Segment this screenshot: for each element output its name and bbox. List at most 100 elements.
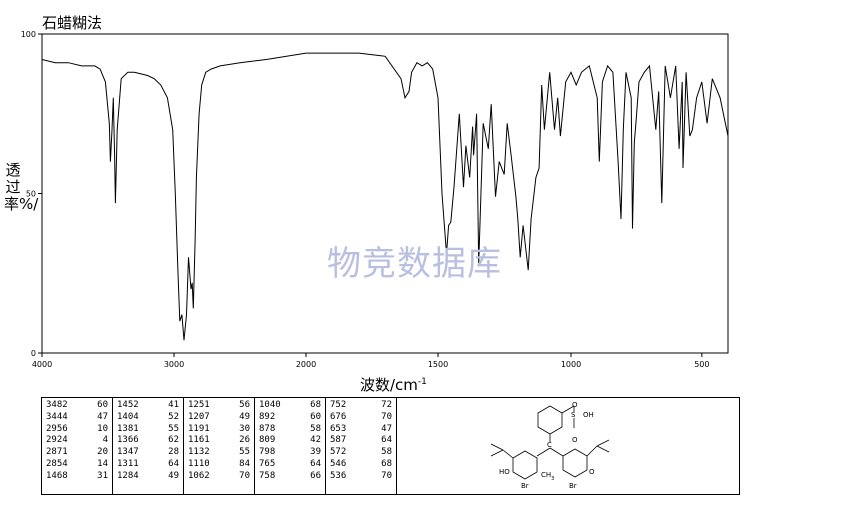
peak-transmittance: 55 xyxy=(239,447,250,458)
peak-entry: 536 70 xyxy=(330,471,392,483)
chart-title: 石蜡糊法 xyxy=(42,14,103,32)
peak-transmittance: 14 xyxy=(97,458,108,469)
peak-table: 3482 60 3444 47 2956 10 2924 4 2871 20 2854 14 1468 3… xyxy=(41,397,740,495)
peak-transmittance: 20 xyxy=(97,447,108,458)
peak-transmittance: 49 xyxy=(168,470,179,481)
peak-wavenumber: 676 xyxy=(330,411,347,422)
peak-transmittance: 60 xyxy=(310,411,321,422)
peak-entry: 1132 55 xyxy=(188,447,250,459)
peak-transmittance: 47 xyxy=(381,423,392,434)
peak-entry: 587 64 xyxy=(330,435,392,447)
axis-ticks: 4000 3000 2000 1500 1000 500 0 50 100 xyxy=(21,30,710,369)
peak-entry: 1207 49 xyxy=(188,412,250,424)
peak-entry: 1191 30 xyxy=(188,424,250,436)
peak-entry: 1251 56 xyxy=(188,400,250,412)
peak-entry: 1110 84 xyxy=(188,459,250,471)
peak-wavenumber: 798 xyxy=(259,447,276,458)
peak-entry: 676 70 xyxy=(330,412,392,424)
peak-entry: 1347 28 xyxy=(117,447,179,459)
peak-wavenumber: 1040 xyxy=(259,400,281,410)
peak-transmittance: 68 xyxy=(310,400,321,410)
peak-entry: 1381 55 xyxy=(117,424,179,436)
peak-transmittance: 10 xyxy=(97,423,108,434)
peak-transmittance: 70 xyxy=(239,470,250,481)
peak-transmittance: 72 xyxy=(381,400,392,410)
peak-entry: 758 66 xyxy=(259,471,321,483)
peak-entry: 892 60 xyxy=(259,412,321,424)
peak-transmittance: 49 xyxy=(239,411,250,422)
bromine-label-1: Br xyxy=(521,482,529,490)
peak-transmittance: 28 xyxy=(168,447,179,458)
x-axis-label-text: 波数/cm xyxy=(360,376,418,394)
peak-wavenumber: 536 xyxy=(330,470,347,481)
peak-transmittance: 30 xyxy=(239,423,250,434)
peak-transmittance: 58 xyxy=(381,447,392,458)
peak-wavenumber: 2854 xyxy=(46,458,68,469)
sulfur-label: S xyxy=(571,411,576,419)
peak-entry: 1062 70 xyxy=(188,471,250,483)
peak-transmittance: 60 xyxy=(97,400,108,410)
x-axis-label: 波数/cm-1 xyxy=(360,374,427,395)
peak-entry: 878 58 xyxy=(259,424,321,436)
peak-wavenumber: 1468 xyxy=(46,470,68,481)
central-carbon-label: C xyxy=(547,441,552,449)
hydroxyl-label: OH xyxy=(583,411,594,419)
peak-entry: 1040 68 xyxy=(259,400,321,412)
peak-transmittance: 39 xyxy=(310,447,321,458)
peak-wavenumber: 1191 xyxy=(188,423,210,434)
x-tick-label: 1500 xyxy=(428,360,448,369)
peak-entry: 765 64 xyxy=(259,459,321,471)
peak-transmittance: 41 xyxy=(168,400,179,410)
peak-entry: 2956 10 xyxy=(46,424,108,436)
peak-transmittance: 64 xyxy=(310,458,321,469)
peak-transmittance: 52 xyxy=(168,411,179,422)
x-tick-label: 3000 xyxy=(164,360,184,369)
peak-wavenumber: 1452 xyxy=(117,400,139,410)
ring-oxygen-label: O xyxy=(572,436,578,444)
peak-wavenumber: 1366 xyxy=(117,435,139,446)
peak-wavenumber: 1251 xyxy=(188,400,210,410)
phenol-oh-label: HO xyxy=(499,468,510,476)
peak-transmittance: 68 xyxy=(381,458,392,469)
structure-diagram: S O OH C O HO Br CH3 Br O xyxy=(490,401,610,490)
y-tick-label: 100 xyxy=(21,30,36,39)
peak-wavenumber: 758 xyxy=(259,470,276,481)
peak-column: 3482 60 3444 47 2956 10 2924 4 2871 20 2854 14 1468 3… xyxy=(41,397,113,495)
peak-wavenumber: 1132 xyxy=(188,447,210,458)
peak-wavenumber: 587 xyxy=(330,435,347,446)
peak-entry: 1452 41 xyxy=(117,400,179,412)
peak-entry: 2871 20 xyxy=(46,447,108,459)
peak-transmittance: 58 xyxy=(310,423,321,434)
peak-transmittance: 47 xyxy=(97,411,108,422)
peak-entry: 1161 26 xyxy=(188,435,250,447)
peak-entry: 1284 49 xyxy=(117,471,179,483)
peak-entry: 3482 60 xyxy=(46,400,108,412)
peak-entry: 1468 31 xyxy=(46,471,108,483)
methyl-text: CH xyxy=(541,471,551,479)
peak-transmittance: 84 xyxy=(239,458,250,469)
peak-wavenumber: 1062 xyxy=(188,470,210,481)
x-tick-label: 4000 xyxy=(32,360,52,369)
carbonyl-oxygen-label: O xyxy=(589,468,595,476)
quinone-ring xyxy=(562,448,588,478)
peak-transmittance: 70 xyxy=(381,411,392,422)
peak-entry: 3444 47 xyxy=(46,412,108,424)
peak-wavenumber: 1207 xyxy=(188,411,210,422)
watermark: 物竞数据库 xyxy=(327,244,502,284)
spectrum-line xyxy=(41,52,729,341)
peak-wavenumber: 1311 xyxy=(117,458,139,469)
peak-entry: 798 39 xyxy=(259,447,321,459)
peak-transmittance: 62 xyxy=(168,435,179,446)
peak-wavenumber: 1347 xyxy=(117,447,139,458)
peak-column: 1452 41 1404 52 1381 55 1366 62 1347 28 1311 64 1284… xyxy=(112,397,184,495)
x-tick-label: 1000 xyxy=(561,360,581,369)
peak-entry: 2854 14 xyxy=(46,459,108,471)
ir-spectrum-chart: 4000 3000 2000 1500 1000 500 0 50 100 xyxy=(21,30,729,369)
peak-transmittance: 66 xyxy=(310,470,321,481)
x-tick-label: 2000 xyxy=(296,360,316,369)
peak-entry: 752 72 xyxy=(330,400,392,412)
peak-wavenumber: 3444 xyxy=(46,411,68,422)
peak-entry: 546 68 xyxy=(330,459,392,471)
peak-wavenumber: 765 xyxy=(259,458,276,469)
peak-wavenumber: 546 xyxy=(330,458,347,469)
